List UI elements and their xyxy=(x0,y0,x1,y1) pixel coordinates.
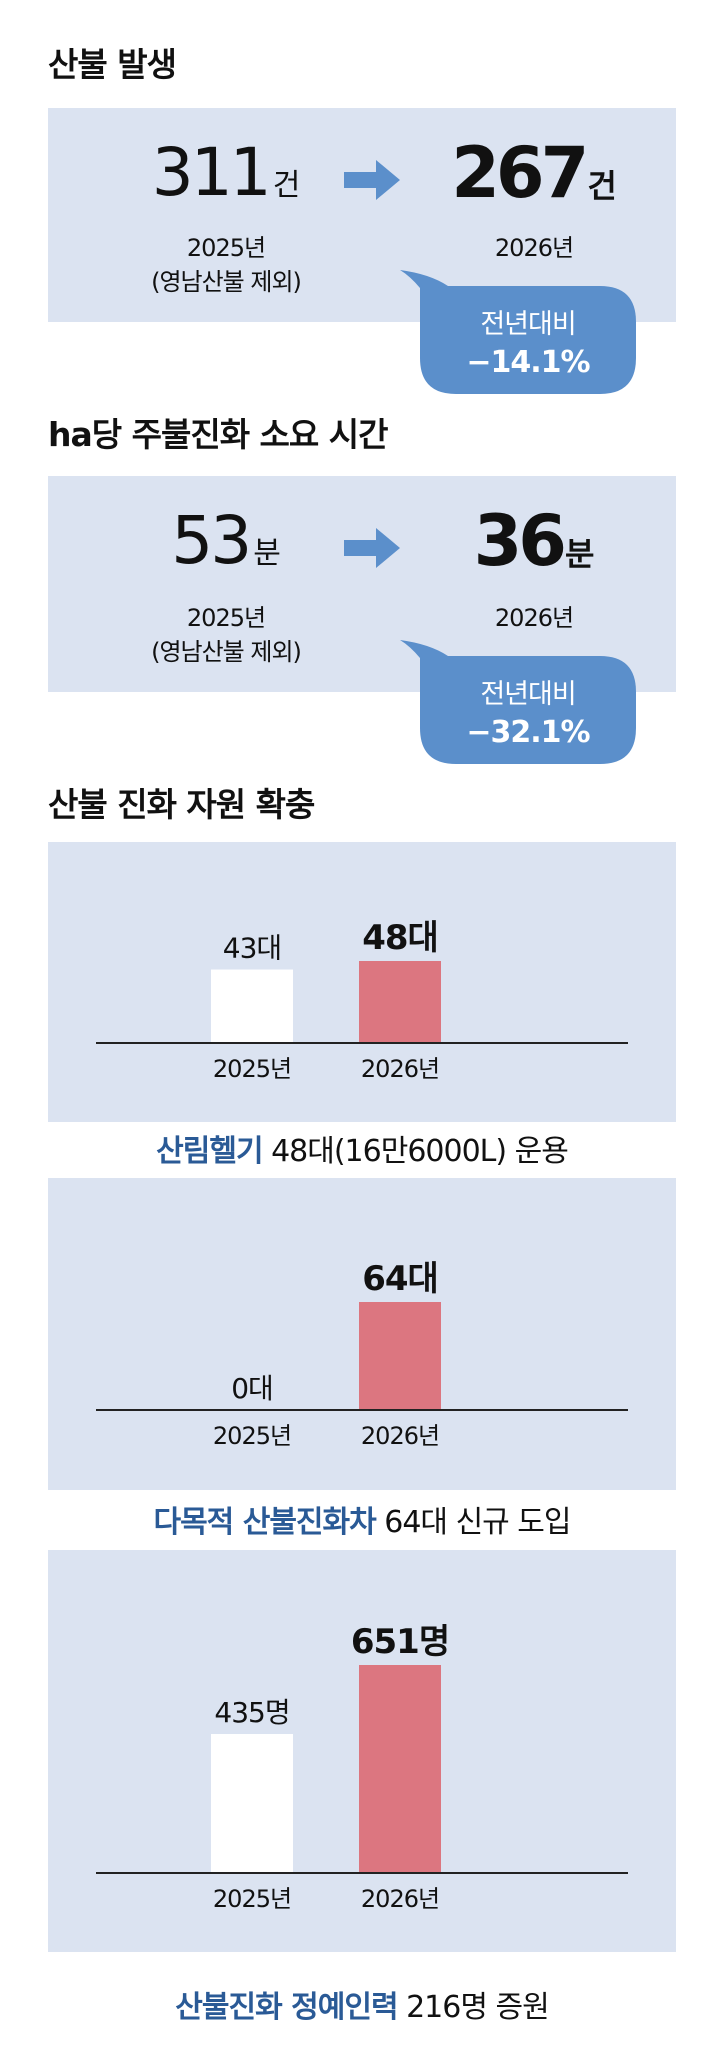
fire-truck-value-label-1: 64대 xyxy=(362,1259,438,1299)
fire-count-change-bubble xyxy=(400,270,636,394)
section-title-resources: 산불 진화 자원 확충 xyxy=(48,785,315,824)
personnel-category-label-1: 2026년 xyxy=(361,1885,439,1913)
suppression-time-before: 53 분 xyxy=(106,502,346,579)
fire-count-after-unit: 건 xyxy=(587,167,617,205)
helicopter-bar-chart: 43대 2025년 48대 2026년 xyxy=(48,842,676,1122)
suppression-time-before-year: 2025년 xyxy=(186,604,266,632)
personnel-bar-chart: 435명 2025년 651명 2026년 xyxy=(48,1550,676,1952)
helicopter-bar-1 xyxy=(359,961,441,1043)
fire-count-change-value: −14.1% xyxy=(466,345,590,380)
fire-truck-bar-chart: 0대 2025년 64대 2026년 xyxy=(48,1178,676,1490)
fire-count-before-value: 311 xyxy=(151,134,272,211)
fire-count-before: 311 건 xyxy=(106,134,346,211)
helicopter-caption-highlight: 산림헬기 xyxy=(156,1134,263,1169)
personnel-bar-1 xyxy=(359,1665,441,1873)
fire-count-before-year: 2025년 xyxy=(186,234,266,262)
fire-truck-caption: 다목적 산불진화차 64대 신규 도입 xyxy=(48,1497,676,1541)
personnel-caption: 산불진화 정예인력 216명 증원 xyxy=(48,1982,676,2026)
helicopter-caption-rest: 48대(16만6000L) 운용 xyxy=(262,1134,569,1169)
fire-count-after-value: 267 xyxy=(451,132,589,214)
suppression-time-before-unit: 분 xyxy=(253,536,281,571)
right-arrow-icon xyxy=(344,160,400,200)
helicopter-value-label-1: 48대 xyxy=(362,918,438,958)
fire-truck-category-label-1: 2026년 xyxy=(361,1422,439,1450)
personnel-caption-highlight: 산불진화 정예인력 xyxy=(175,1990,398,2025)
section-title-suppression-time: ha당 주불진화 소요 시간 xyxy=(48,415,388,454)
fire-count-after-year: 2026년 xyxy=(494,234,574,262)
helicopter-category-label-1: 2026년 xyxy=(361,1055,439,1083)
helicopter-bar-0 xyxy=(211,969,293,1043)
fire-truck-caption-highlight: 다목적 산불진화차 xyxy=(153,1505,376,1540)
personnel-bar-0 xyxy=(211,1734,293,1873)
fire-count-before-unit: 건 xyxy=(272,168,301,203)
section-title-fire-count: 산불 발생 xyxy=(48,45,177,84)
personnel-category-label-0: 2025년 xyxy=(213,1885,291,1913)
suppression-time-after-value: 36 xyxy=(473,500,567,582)
fire-count-change: 전년대비 −14.1% xyxy=(418,302,638,380)
right-arrow-icon xyxy=(344,528,400,568)
suppression-time-before-note: (영남산불 제외) xyxy=(151,638,302,666)
suppression-time-change: 전년대비 −32.1% xyxy=(418,672,638,750)
suppression-time-change-bubble xyxy=(400,640,636,764)
suppression-time-after-unit: 분 xyxy=(564,535,595,573)
helicopter-category-label-0: 2025년 xyxy=(213,1055,291,1083)
fire-truck-value-label-0: 0대 xyxy=(231,1372,273,1405)
fire-count-panel: 311 건 2025년 (영남산불 제외) 267건 2026년 xyxy=(48,108,676,322)
personnel-caption-rest: 216명 증원 xyxy=(397,1990,550,2025)
fire-truck-caption-rest: 64대 신규 도입 xyxy=(375,1505,571,1540)
personnel-value-label-1: 651명 xyxy=(351,1622,449,1662)
fire-count-after: 267건 xyxy=(414,132,654,214)
helicopter-caption: 산림헬기 48대(16만6000L) 운용 xyxy=(48,1126,676,1170)
fire-count-change-label: 전년대비 xyxy=(480,309,576,340)
personnel-value-label-0: 435명 xyxy=(214,1696,289,1729)
fire-truck-category-label-0: 2025년 xyxy=(213,1422,291,1450)
helicopter-value-label-0: 43대 xyxy=(223,932,281,965)
suppression-time-change-label: 전년대비 xyxy=(480,679,576,710)
suppression-time-before-value: 53 xyxy=(171,502,252,579)
suppression-time-change-value: −32.1% xyxy=(466,715,590,750)
fire-truck-bar-1 xyxy=(359,1302,441,1410)
fire-count-before-note: (영남산불 제외) xyxy=(151,268,302,296)
suppression-time-after: 36분 xyxy=(414,500,654,582)
suppression-time-after-year: 2026년 xyxy=(494,604,574,632)
